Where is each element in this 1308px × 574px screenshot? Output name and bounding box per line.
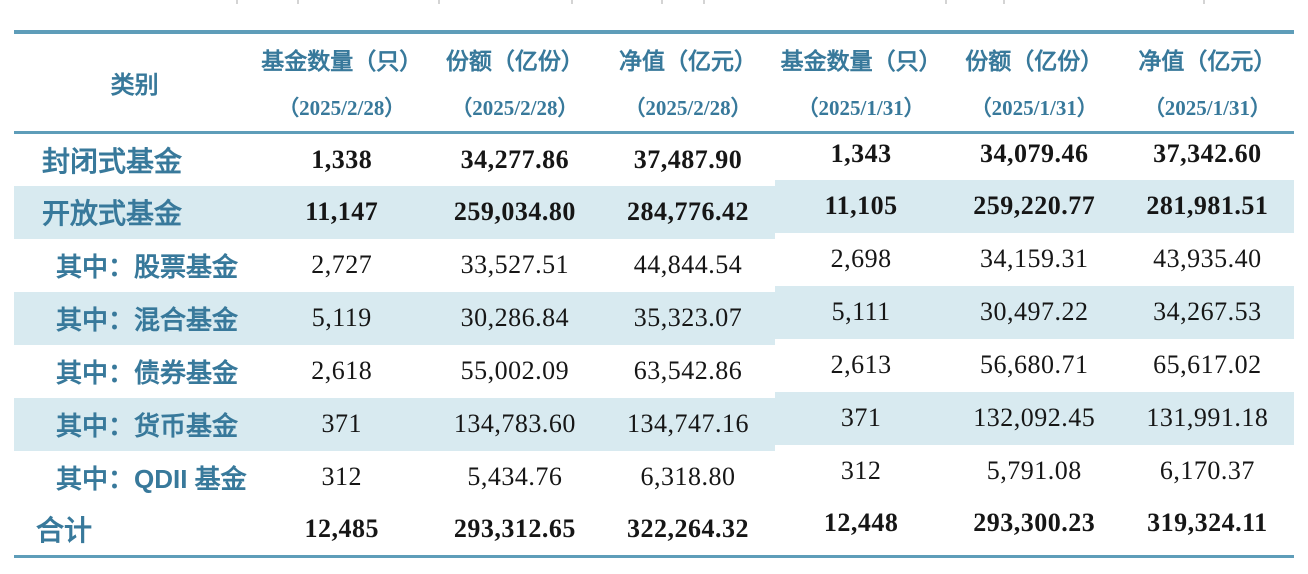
- column-label: 基金数量（只）: [780, 47, 942, 74]
- cell-value: 2,613: [830, 350, 892, 379]
- column-header-fund-count-jan: 基金数量（只） （2025/1/31）: [774, 32, 948, 134]
- cell-value: 56,680.71: [980, 350, 1089, 379]
- table-row-bond-funds: 其中：债券基金 2,618 55,002.09 63,542.86 2,613 …: [14, 345, 1294, 398]
- cell-value: 134,747.16: [627, 409, 749, 438]
- row-category: 其中：QDII 基金: [56, 463, 247, 494]
- cell-value: 2,727: [311, 250, 373, 279]
- cell-value: 322,264.32: [627, 514, 749, 544]
- cell-value: 5,434.76: [467, 462, 563, 491]
- column-label: 净值（亿元）: [1138, 47, 1277, 74]
- column-date: （2025/1/31）: [970, 95, 1098, 120]
- cropped-text-remnant: [0, 0, 1308, 6]
- table-row-money-market-funds: 其中：货币基金 371 134,783.60 134,747.16 371 13…: [14, 397, 1294, 451]
- cell-value: 44,844.54: [633, 250, 743, 279]
- cell-value: 65,617.02: [1153, 350, 1262, 379]
- cell-value: 134,783.60: [453, 409, 576, 438]
- column-label: 份额（亿份）: [445, 47, 584, 74]
- cell-value: 281,981.51: [1146, 191, 1269, 220]
- cell-value: 34,267.53: [1153, 297, 1262, 326]
- cell-value: 63,542.86: [633, 356, 743, 385]
- row-category: 其中：混合基金: [56, 304, 239, 335]
- cell-value: 30,286.84: [460, 303, 570, 332]
- column-date: （2025/1/31）: [797, 95, 925, 120]
- column-label: 份额（亿份）: [965, 47, 1104, 74]
- cell-value: 12,485: [304, 514, 379, 544]
- cell-value: 34,159.31: [980, 244, 1089, 273]
- cell-value: 259,220.77: [973, 191, 1096, 220]
- table-row-hybrid-funds: 其中：混合基金 5,119 30,286.84 35,323.07 5,111 …: [14, 291, 1294, 345]
- row-category: 开放式基金: [42, 198, 183, 229]
- column-header-fund-count-feb: 基金数量（只） （2025/2/28）: [255, 32, 429, 134]
- cell-value: 293,312.65: [453, 514, 576, 544]
- column-header-nav-jan: 净值（亿元） （2025/1/31）: [1120, 32, 1294, 134]
- column-header-shares-jan: 份额（亿份） （2025/1/31）: [947, 32, 1121, 134]
- cell-value: 6,170.37: [1159, 456, 1255, 485]
- cell-value: 371: [840, 403, 882, 432]
- table-row-qdii-funds: 其中：QDII 基金 312 5,434.76 6,318.80 312 5,7…: [14, 451, 1294, 504]
- cell-value: 293,300.23: [973, 508, 1096, 538]
- cell-value: 2,698: [830, 244, 892, 273]
- cell-value: 37,487.90: [633, 144, 743, 174]
- column-date: （2025/1/31）: [1143, 95, 1271, 120]
- cell-value: 131,991.18: [1146, 403, 1269, 432]
- row-category: 合计: [36, 515, 93, 547]
- row-category: 其中：货币基金: [56, 410, 239, 441]
- column-header-shares-feb: 份额（亿份） （2025/2/28）: [428, 32, 602, 134]
- cell-value: 6,318.80: [640, 462, 736, 491]
- table-row-equity-funds: 其中：股票基金 2,727 33,527.51 44,844.54 2,698 …: [14, 239, 1294, 292]
- cell-value: 1,343: [830, 138, 892, 168]
- cell-value: 35,323.07: [633, 303, 743, 332]
- cell-value: 5,111: [831, 297, 891, 326]
- table-row-total: 合计 12,485 293,312.65 322,264.32 12,448 2…: [14, 504, 1294, 557]
- cell-value: 11,105: [824, 191, 898, 220]
- fund-statistics-table: 类别 基金数量（只） （2025/2/28） 份额（亿份） （2025/2/28…: [14, 30, 1294, 558]
- column-date: （2025/2/28）: [451, 95, 579, 120]
- cell-value: 34,079.46: [980, 138, 1089, 168]
- cell-value: 43,935.40: [1153, 244, 1262, 273]
- cell-value: 11,147: [305, 197, 379, 226]
- column-label: 基金数量（只）: [261, 47, 423, 74]
- cell-value: 312: [840, 456, 882, 485]
- cell-value: 284,776.42: [627, 197, 749, 226]
- cell-value: 55,002.09: [460, 356, 570, 385]
- table-header: 类别 基金数量（只） （2025/2/28） 份额（亿份） （2025/2/28…: [14, 32, 1294, 134]
- cell-value: 371: [321, 409, 362, 438]
- cell-value: 319,324.11: [1147, 508, 1268, 538]
- cell-value: 259,034.80: [453, 197, 576, 226]
- cell-value: 34,277.86: [460, 144, 570, 174]
- cell-value: 5,119: [311, 303, 372, 332]
- cell-value: 1,338: [311, 144, 373, 174]
- table-row-open-end-funds: 开放式基金 11,147 259,034.80 284,776.42 11,10…: [14, 185, 1294, 239]
- column-label: 净值（亿元）: [619, 47, 757, 74]
- cell-value: 312: [321, 462, 362, 491]
- cell-value: 2,618: [311, 356, 373, 385]
- column-header-category: 类别: [14, 32, 256, 134]
- row-category: 其中：股票基金: [56, 251, 239, 282]
- header-row: 类别 基金数量（只） （2025/2/28） 份额（亿份） （2025/2/28…: [14, 32, 1294, 134]
- cell-value: 33,527.51: [460, 250, 570, 279]
- column-header-nav-feb: 净值（亿元） （2025/2/28）: [601, 32, 775, 134]
- cell-value: 5,791.08: [986, 456, 1082, 485]
- column-date: （2025/2/28）: [624, 95, 752, 120]
- row-category: 封闭式基金: [42, 145, 183, 177]
- cell-value: 12,448: [823, 508, 899, 538]
- table-row-closed-end-funds: 封闭式基金 1,338 34,277.86 37,487.90 1,343 34…: [14, 133, 1294, 186]
- cell-value: 37,342.60: [1153, 138, 1262, 168]
- cell-value: 132,092.45: [973, 403, 1096, 432]
- row-category: 其中：债券基金: [56, 357, 239, 388]
- cell-value: 30,497.22: [980, 297, 1089, 326]
- column-date: （2025/2/28）: [278, 95, 406, 120]
